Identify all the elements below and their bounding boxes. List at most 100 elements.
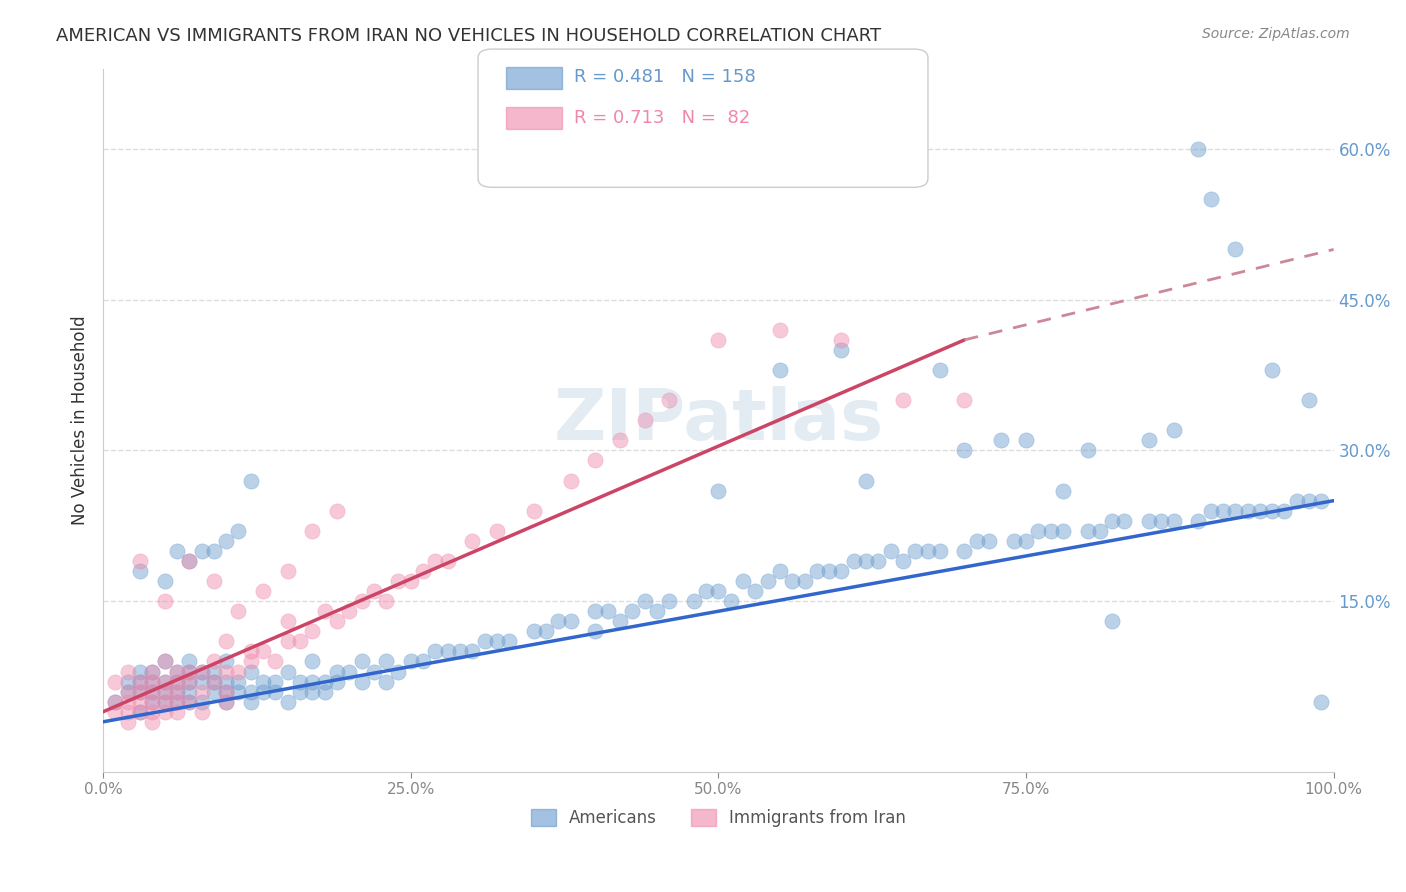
Point (239, 474, 262, 488)
Point (855, 554, 877, 568)
Point (707, 333, 730, 347)
Point (153, 655, 176, 669)
Point (277, 615, 299, 629)
Point (523, 504, 546, 518)
Point (104, 695, 127, 709)
Point (141, 705, 163, 719)
Point (645, 604, 668, 618)
Point (153, 594, 176, 608)
Point (868, 554, 890, 568)
Point (436, 644, 458, 658)
Point (891, 554, 914, 568)
Point (129, 554, 152, 568)
Point (166, 674, 188, 689)
Point (117, 705, 139, 719)
Point (202, 674, 225, 689)
Point (117, 714, 139, 729)
Point (769, 323, 792, 337)
Point (153, 655, 176, 669)
Point (215, 665, 238, 679)
Point (228, 674, 250, 689)
Point (104, 695, 127, 709)
Point (855, 474, 877, 488)
Point (953, 443, 976, 458)
Point (363, 584, 385, 599)
Point (830, 333, 852, 347)
Point (179, 684, 201, 698)
Text: AMERICAN VS IMMIGRANTS FROM IRAN NO VEHICLES IN HOUSEHOLD CORRELATION CHART: AMERICAN VS IMMIGRANTS FROM IRAN NO VEHI… (56, 27, 882, 45)
Point (141, 695, 163, 709)
Point (449, 644, 471, 658)
Point (928, 363, 950, 377)
Point (277, 634, 299, 648)
Point (1225, 504, 1247, 518)
Point (1015, 533, 1038, 548)
Point (399, 655, 422, 669)
Point (461, 644, 484, 658)
Point (1137, 514, 1160, 528)
Point (166, 684, 188, 698)
Point (1088, 524, 1111, 538)
Point (117, 695, 139, 709)
Point (1101, 514, 1123, 528)
Point (326, 665, 349, 679)
Point (314, 604, 336, 618)
Point (830, 564, 852, 578)
Point (117, 684, 139, 698)
Point (129, 674, 152, 689)
Point (534, 624, 557, 639)
Point (1236, 504, 1258, 518)
Point (904, 544, 927, 558)
Point (288, 674, 311, 689)
Point (153, 695, 176, 709)
Point (326, 504, 349, 518)
Point (1114, 514, 1136, 528)
Point (1310, 695, 1333, 709)
Point (523, 624, 546, 639)
Point (215, 533, 238, 548)
Point (166, 695, 188, 709)
Point (179, 674, 201, 689)
Point (350, 655, 373, 669)
Point (461, 533, 484, 548)
Point (141, 674, 163, 689)
Point (190, 665, 212, 679)
Point (301, 624, 323, 639)
Point (141, 695, 163, 709)
Point (1076, 443, 1098, 458)
Point (917, 544, 939, 558)
Point (215, 684, 238, 698)
Point (793, 574, 815, 588)
Point (1199, 504, 1222, 518)
Point (375, 655, 398, 669)
Point (425, 554, 447, 568)
Point (399, 574, 422, 588)
Point (166, 695, 188, 709)
Point (474, 634, 496, 648)
Point (166, 674, 188, 689)
Point (485, 524, 508, 538)
Point (301, 655, 323, 669)
Point (953, 544, 976, 558)
Point (277, 695, 299, 709)
Point (1298, 493, 1320, 508)
Point (239, 655, 262, 669)
Point (609, 615, 631, 629)
Point (153, 574, 176, 588)
Point (104, 705, 127, 719)
Text: R = 0.481   N = 158: R = 0.481 N = 158 (574, 68, 755, 86)
Point (190, 544, 212, 558)
Point (277, 564, 299, 578)
Point (596, 604, 619, 618)
Point (141, 674, 163, 689)
Point (928, 544, 950, 558)
Point (141, 665, 163, 679)
Point (891, 393, 914, 408)
Point (707, 483, 730, 498)
Point (1076, 524, 1098, 538)
Point (153, 705, 176, 719)
Point (1261, 504, 1284, 518)
Point (1212, 504, 1234, 518)
Point (1298, 393, 1320, 408)
Point (190, 674, 212, 689)
